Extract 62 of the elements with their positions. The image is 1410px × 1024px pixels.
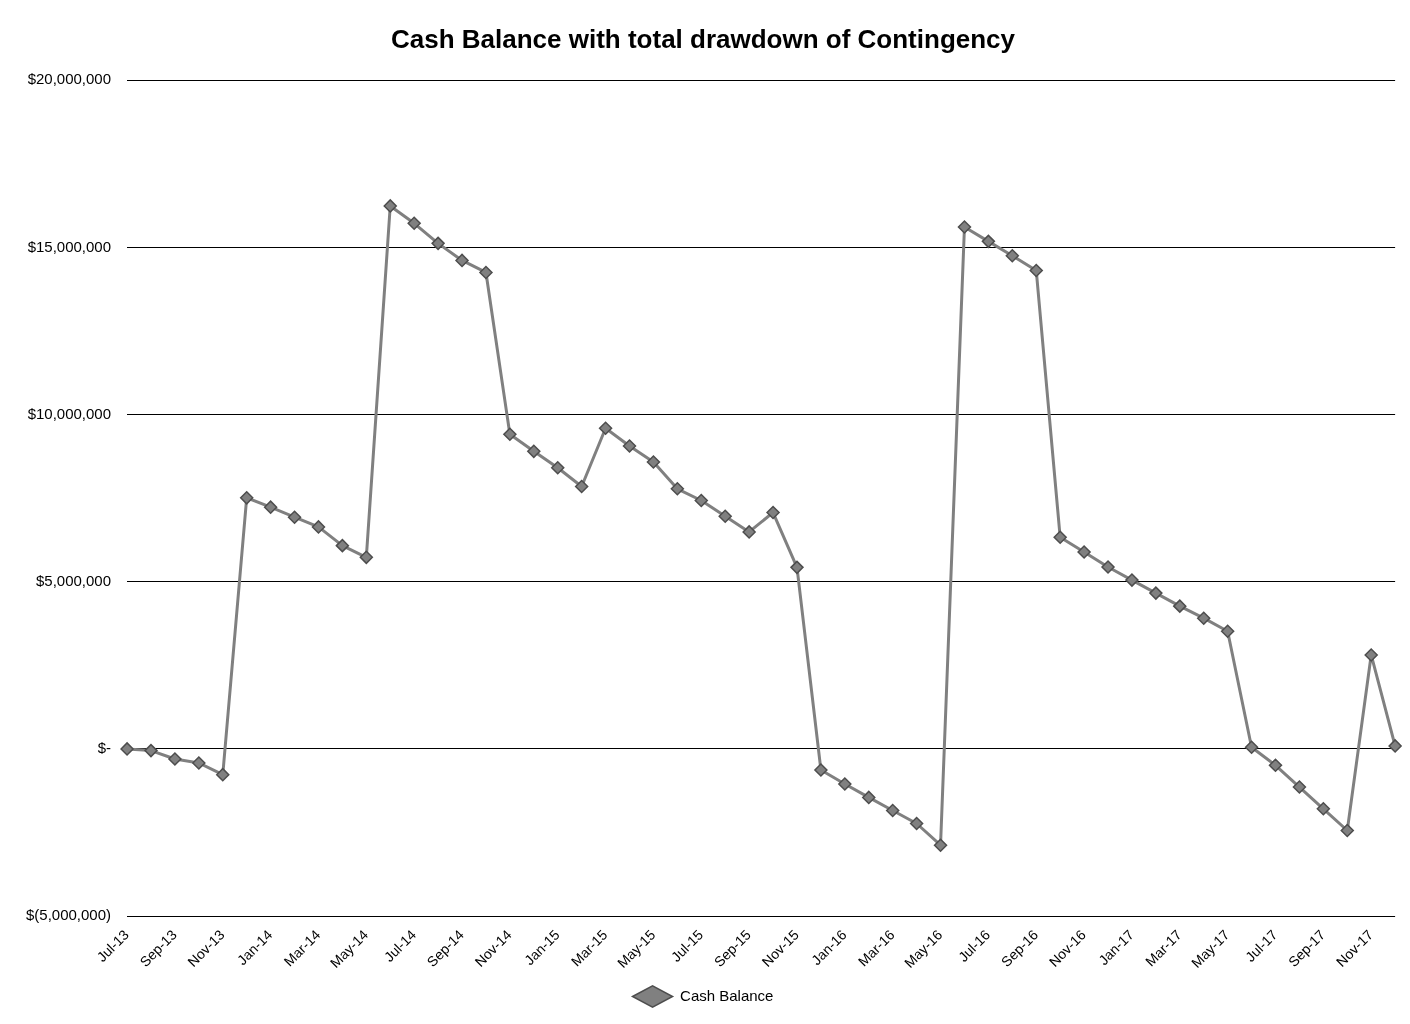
y-tick-label: $(5,000,000) — [25, 906, 112, 924]
point — [1196, 611, 1211, 625]
point — [933, 838, 948, 852]
chart-title: Cash Balance with total drawdown of Contingency — [390, 23, 1016, 54]
point — [335, 538, 350, 553]
point — [1125, 573, 1139, 587]
point — [1077, 545, 1091, 559]
point — [1149, 586, 1163, 600]
point — [1005, 248, 1020, 263]
point — [239, 491, 254, 505]
point — [957, 220, 972, 234]
point — [311, 520, 326, 534]
point — [814, 763, 828, 777]
point — [694, 493, 709, 508]
y-tick-label: $- — [97, 739, 112, 757]
point — [383, 199, 397, 213]
point — [455, 253, 469, 268]
point — [1173, 599, 1187, 613]
point — [479, 265, 493, 280]
point — [359, 550, 374, 565]
point — [503, 427, 517, 442]
point — [598, 421, 613, 436]
point — [216, 767, 230, 782]
point — [622, 439, 637, 453]
point — [885, 803, 900, 818]
point — [192, 756, 206, 770]
point — [790, 560, 804, 575]
y-tick-label: $15,000,000 — [27, 237, 112, 255]
point — [1029, 263, 1043, 278]
y-tick-label: $10,000,000 — [27, 404, 112, 422]
point — [574, 479, 589, 494]
point — [1316, 802, 1331, 816]
point — [909, 816, 924, 831]
point — [981, 234, 996, 249]
legend-label: Cash Balance — [680, 986, 774, 1004]
point — [1340, 823, 1355, 838]
point — [527, 444, 541, 459]
point — [144, 743, 158, 758]
point — [287, 510, 302, 524]
y-tick-label: $20,000,000 — [27, 70, 112, 88]
point — [1268, 758, 1283, 773]
point — [550, 460, 565, 475]
point — [646, 455, 661, 469]
point — [838, 777, 852, 791]
point — [120, 742, 134, 756]
point — [718, 509, 732, 523]
point — [1053, 530, 1067, 545]
point — [1388, 739, 1402, 753]
point — [670, 482, 685, 496]
point — [263, 500, 278, 514]
point — [1292, 780, 1307, 794]
point — [168, 752, 182, 766]
point — [766, 505, 780, 520]
point — [1220, 624, 1235, 638]
point — [862, 790, 876, 805]
point — [1244, 740, 1259, 755]
point — [431, 236, 445, 251]
y-tick-label: $5,000,000 — [35, 571, 112, 589]
point — [407, 216, 421, 231]
point — [1101, 560, 1115, 574]
point — [1364, 648, 1378, 662]
point — [742, 525, 756, 539]
